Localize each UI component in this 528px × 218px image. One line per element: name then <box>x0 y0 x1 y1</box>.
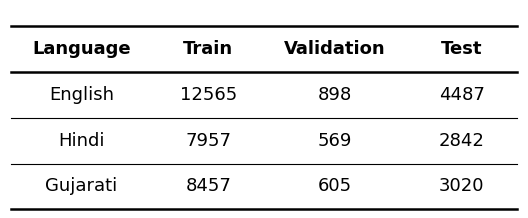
Text: 4487: 4487 <box>439 86 485 104</box>
Text: 8457: 8457 <box>185 177 231 195</box>
Text: Gujarati: Gujarati <box>45 177 118 195</box>
Text: 2842: 2842 <box>439 132 485 150</box>
Text: 12565: 12565 <box>180 86 237 104</box>
Text: Test: Test <box>441 40 483 58</box>
Text: 3020: 3020 <box>439 177 484 195</box>
Text: 605: 605 <box>318 177 352 195</box>
Text: 7957: 7957 <box>185 132 231 150</box>
Text: 569: 569 <box>318 132 352 150</box>
Text: English: English <box>49 86 114 104</box>
Text: Train: Train <box>183 40 233 58</box>
Text: Language: Language <box>32 40 131 58</box>
Text: Hindi: Hindi <box>58 132 105 150</box>
Text: 898: 898 <box>318 86 352 104</box>
Text: Validation: Validation <box>284 40 386 58</box>
